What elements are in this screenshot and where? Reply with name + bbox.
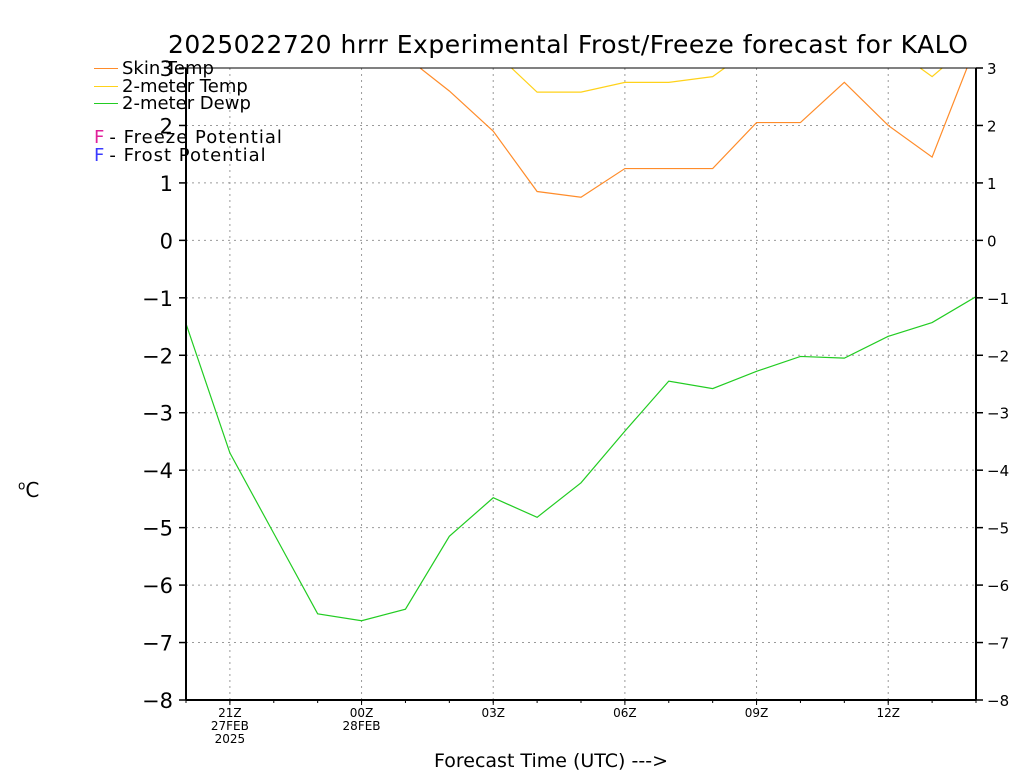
grid-lines (186, 68, 976, 700)
series-group (186, 68, 976, 622)
x-tick-label: 09Z (745, 706, 769, 720)
x-tick-label: 06Z (613, 706, 637, 720)
y-tick-label: −5 (142, 517, 173, 541)
x-axis-label: Forecast Time (UTC) ---> (434, 750, 668, 772)
frost-potential-letter: F (94, 144, 106, 166)
series-line-2-meter-dewp (186, 296, 976, 622)
y-tick-label-right: 1 (987, 175, 997, 193)
y-tick-label: −7 (142, 632, 173, 656)
degree-sign: o (18, 478, 26, 493)
y-tick-label-right: −3 (987, 405, 1009, 423)
y-tick-label: 1 (160, 172, 173, 196)
y-tick-label-right: −2 (987, 347, 1009, 365)
y-tick-label: 3 (160, 57, 173, 81)
y-tick-label-right: −4 (987, 462, 1009, 480)
x-tick-label: 27FEB (211, 719, 249, 733)
freeze-potential-label: - Freeze Potential (109, 126, 283, 148)
y-tick-label: −6 (142, 574, 173, 598)
y-tick-label-right: 3 (987, 60, 997, 78)
y-tick-label: −4 (142, 459, 173, 483)
y-tick-label: 2 (160, 114, 173, 138)
freeze-potential-letter: F (94, 126, 106, 148)
legend-label: Skin Temp (122, 58, 214, 79)
legend-item-frost-potential: F- Frost Potential (94, 144, 283, 166)
y-tick-label-right: −7 (987, 635, 1009, 653)
axes: −8 −8 −7 −7 −6 −6 −5 −5 −4 −4 −3 −3 −2 −2 −1 −1 0 0 1 1 2 2 3 3… (142, 57, 1009, 746)
y-tick-label-right: −1 (987, 290, 1009, 308)
x-tick-label: 12Z (876, 706, 900, 720)
x-tick-label: 2025 (215, 732, 246, 746)
y-tick-label-right: −8 (987, 692, 1009, 710)
chart-title: 2025022720 hrrr Experimental Frost/Freez… (168, 30, 969, 59)
legend-swatch-skin-temp (94, 68, 118, 70)
legend-label: 2-meter Dewp (122, 93, 251, 114)
y-tick-label: −8 (142, 689, 173, 713)
legend-label: 2-meter Temp (122, 75, 248, 97)
y-tick-label: −2 (142, 344, 173, 368)
y-axis-unit: C (25, 478, 40, 502)
y-tick-label-right: 2 (987, 117, 997, 135)
legend-item-freeze-potential: F- Freeze Potential (94, 126, 283, 148)
series-line-skin-temp (419, 68, 968, 198)
series-line-2-meter-temp (510, 68, 944, 93)
y-tick-label-right: −5 (987, 520, 1009, 538)
y-tick-label-right: −6 (987, 577, 1009, 595)
legend-swatch-2m-temp (94, 85, 118, 87)
x-tick-label: 28FEB (343, 719, 381, 733)
y-tick-label: −1 (142, 287, 173, 311)
y-tick-label-right: 0 (987, 232, 997, 250)
legend-swatch-2m-dewp (94, 103, 118, 105)
x-tick-label: 00Z (350, 706, 374, 720)
series-lines (186, 68, 976, 622)
legend: Skin Temp 2-meter Temp 2-meter Dewp F- F… (94, 60, 283, 165)
y-axis-label: oC (18, 478, 39, 502)
legend-item-skin-temp: Skin Temp (94, 60, 283, 78)
legend-item-2m-temp: 2-meter Temp (94, 75, 283, 97)
x-tick-label: 03Z (481, 706, 505, 720)
x-tick-label: 21Z (218, 706, 242, 720)
y-tick-label: −3 (142, 402, 173, 426)
y-tick-label: 0 (160, 229, 173, 253)
legend-item-2m-dewp: 2-meter Dewp (94, 95, 283, 113)
frost-potential-label: - Frost Potential (109, 144, 267, 166)
